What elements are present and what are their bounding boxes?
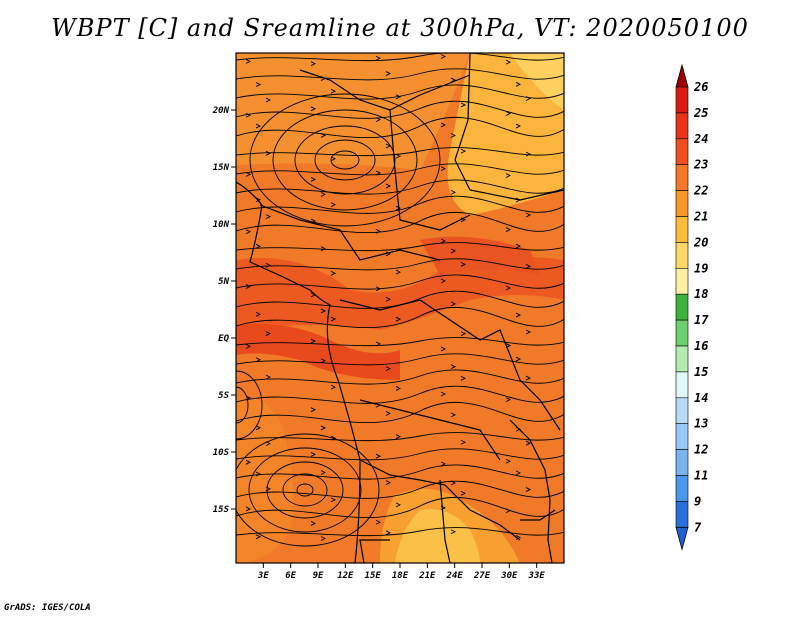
lon-tick-label: 3E — [257, 571, 269, 581]
lat-tick-label: 15N — [213, 163, 230, 173]
colorbar-label: 20 — [693, 235, 708, 249]
streamlines — [236, 53, 564, 547]
lon-tick-label: 24E — [446, 571, 464, 581]
lon-tick-label: 9E — [313, 571, 324, 581]
lon-tick-label: 12E — [337, 571, 354, 581]
colorbar-segment — [675, 267, 689, 295]
colorbar-segment — [675, 319, 689, 347]
lat-tick-label: 5N — [218, 277, 229, 287]
colorbar-segment — [675, 190, 689, 217]
colorbar-top-arrow — [675, 63, 689, 88]
colorbar-segment — [675, 423, 689, 450]
colorbar-bottom-arrow — [675, 526, 689, 551]
lon-tick-label: 27E — [473, 571, 491, 581]
colorbar-segment — [675, 138, 689, 166]
colorbar-segment — [675, 216, 689, 243]
lon-tick-label: 33E — [528, 571, 546, 581]
lat-tick-label: 10N — [213, 220, 230, 230]
lat-tick-label: 20N — [212, 106, 230, 116]
colorbar-label: 9 — [694, 494, 701, 508]
latitude-axis: 20N 15N 10N 5N EQ 5S 10S 15S — [212, 106, 236, 515]
colorbar-segment — [675, 164, 689, 191]
lat-tick-label: 5S — [218, 391, 229, 401]
colorbar-segment — [675, 397, 689, 424]
colorbar-label: 12 — [694, 443, 708, 457]
colorbar: 26 25 24 23 22 21 20 19 18 17 16 15 14 13 12 11 9 7 — [675, 63, 709, 551]
colorbar-label: 19 — [694, 261, 708, 275]
colorbar-segment — [675, 86, 689, 114]
colorbar-label: 23 — [693, 158, 708, 172]
lat-tick-label: 15S — [213, 505, 230, 515]
lon-tick-label: 6E — [285, 571, 296, 581]
colorbar-label: 24 — [693, 132, 708, 146]
lon-tick-label: 18E — [392, 571, 409, 581]
colorbar-label: 26 — [693, 80, 708, 94]
colorbar-segment — [675, 242, 689, 269]
lat-tick-label: EQ — [218, 334, 229, 344]
colorbar-label: 15 — [694, 365, 708, 379]
colorbar-segment — [675, 371, 689, 399]
longitude-axis: 3E 6E 9E 12E 15E 18E 21E 24E 27E 30E 33E — [257, 563, 545, 581]
colorbar-segment — [675, 345, 689, 373]
lon-tick-label: 15E — [365, 571, 382, 581]
colorbar-label: 25 — [693, 106, 708, 120]
colorbar-segment — [675, 475, 689, 502]
colorbar-label: 22 — [693, 184, 708, 198]
colorbar-label: 21 — [693, 210, 708, 224]
colorbar-segment — [675, 501, 689, 528]
colorbar-segment — [675, 449, 689, 476]
colorbar-label: 18 — [694, 287, 708, 301]
lon-tick-label: 21E — [418, 571, 436, 581]
colorbar-label: 13 — [694, 417, 708, 431]
colorbar-label: 14 — [694, 391, 708, 405]
grads-credit: GrADS: IGES/COLA — [4, 603, 91, 613]
wbpt-field — [236, 53, 564, 563]
colorbar-label: 7 — [694, 520, 702, 534]
lon-tick-label: 30E — [500, 571, 518, 581]
lat-tick-label: 10S — [213, 448, 230, 458]
colorbar-segment — [675, 293, 689, 321]
map-title: WBPT [C] and Sreamline at 300hPa, VT: 20… — [51, 14, 749, 42]
colorbar-segment — [675, 112, 689, 140]
colorbar-label: 16 — [694, 339, 708, 353]
colorbar-label: 17 — [694, 313, 709, 327]
colorbar-label: 11 — [694, 469, 708, 483]
